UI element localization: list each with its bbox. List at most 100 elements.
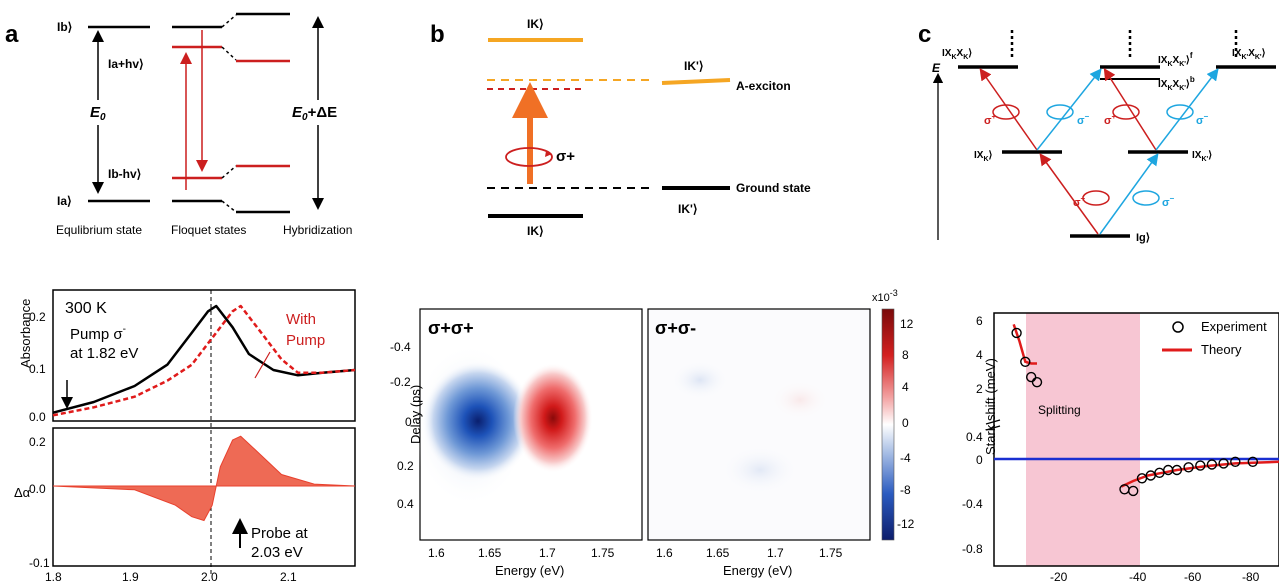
experiment-point [1230, 456, 1241, 467]
experiment-point [1206, 459, 1218, 470]
experiment-point [1195, 460, 1206, 471]
panel-c-label: c [918, 21, 931, 48]
absorbance-ylabel: Absorbance [18, 299, 33, 368]
panel-b: b IK⟩ IK'⟩ A-exciton Ground state IK'⟩ I… [430, 17, 811, 238]
theory-curve-segment-2 [1120, 460, 1279, 488]
label-xkxk: IXKXK⟩ [942, 48, 972, 61]
cbar-tick-12: 12 [900, 317, 914, 331]
stark-ytick-neg0.8: -0.8 [962, 542, 983, 556]
delta-xtick-1.8: 1.8 [45, 570, 62, 581]
legend-experiment-label: Experiment [1201, 319, 1267, 334]
faint-red-region [770, 380, 830, 420]
kp-bottom-label: IK'⟩ [678, 202, 698, 216]
stark-marks [1011, 323, 1279, 497]
map-left-xtick-4: 1.75 [591, 546, 615, 560]
k-bottom-label: IK⟩ [527, 224, 544, 238]
label-ia: Ia⟩ [57, 194, 72, 208]
probe-label-2: 2.03 eV [251, 544, 303, 561]
experiment-point [1127, 485, 1139, 497]
cbar-tick-0: 0 [902, 416, 909, 430]
red-blob [513, 363, 593, 473]
sigma-arrowhead [545, 151, 552, 157]
transition-xk-xkxk [979, 68, 1038, 151]
abs-ytick-0.1: 0.1 [29, 362, 46, 376]
label-xk: IXK⟩ [974, 150, 993, 163]
stark-frame [993, 312, 1279, 567]
cbar-tick-4: 4 [902, 380, 909, 394]
map-ytick-1: -0.4 [390, 340, 411, 354]
splitting-label: Splitting [1038, 403, 1081, 417]
sigma-plus-circle [505, 147, 553, 167]
transition-xkp-xkpxkp [1155, 68, 1219, 151]
pump-label-1: Pump σ- [70, 324, 126, 343]
map-left-xtick-3: 1.7 [539, 546, 556, 560]
delta-ytick-0.2: 0.2 [29, 435, 46, 449]
delta-xtick-1.9: 1.9 [122, 570, 139, 581]
probe-label-1: Probe at [251, 525, 309, 542]
panel-b-label: b [430, 21, 445, 48]
label-ia-hv: Ia+hv⟩ [108, 57, 144, 71]
connector [221, 14, 237, 28]
stark-xtick-80: -80 [1242, 570, 1260, 581]
sigma-minus-2: σ− [1196, 112, 1209, 127]
pump-label-2: at 1.82 eV [70, 345, 138, 362]
abs-ytick-0.0: 0.0 [29, 410, 46, 424]
temp-label: 300 K [65, 300, 107, 317]
sigma-plus-2: σ+ [1104, 112, 1117, 127]
experiment-point [1031, 377, 1043, 388]
label-ib-hv: Ib-hv⟩ [108, 167, 141, 181]
kp-top-level [661, 78, 731, 85]
caption-hybridization: Hybridization [283, 223, 352, 237]
map-right-xtick-1: 1.6 [656, 546, 673, 560]
delta-alpha-area [52, 435, 356, 522]
cbar-tick-neg8: -8 [900, 483, 911, 497]
polarization-symbols [992, 104, 1194, 206]
k-top-label: IK⟩ [527, 17, 544, 31]
maps-ylabel: Delay (ps) [408, 385, 423, 444]
stark-ytick-0: 0 [976, 453, 983, 467]
colorbar [881, 308, 895, 541]
stark-xtick-20: -20 [1050, 570, 1068, 581]
panel-absorbance: 300 K Pump σ- at 1.82 eV With Pump Absor… [18, 289, 356, 575]
cbar-tick-neg12: -12 [897, 517, 915, 531]
delta-ytick-0.0: 0.0 [29, 482, 46, 496]
label-xkpxkp: IXK'XK'⟩ [1232, 48, 1266, 61]
map-right-xlabel: Energy (eV) [723, 563, 792, 578]
map-left-xtick-2: 1.65 [478, 546, 502, 560]
stark-ytick-0.4: 0.4 [966, 430, 983, 444]
axis-break [985, 419, 1001, 431]
faint-blue-region [720, 445, 800, 495]
experiment-point [1183, 462, 1194, 473]
map-right-frame [647, 308, 871, 541]
delta-xtick-2.1: 2.1 [280, 570, 297, 581]
cbar-tick-neg4: -4 [900, 451, 911, 465]
map-ytick-5: 0.4 [397, 497, 414, 511]
label-state-b: IXKXK'⟩b [1158, 75, 1195, 92]
connector [221, 200, 237, 213]
kp-top-label: IK'⟩ [684, 59, 704, 73]
map-left-xtick-1: 1.6 [428, 546, 445, 560]
experiment-point [1020, 356, 1031, 367]
panel-stark: Splitting Stark shift (meV) 6 4 2 0.4 0 … [962, 312, 1279, 581]
panel-c: c E IXKXK⟩ IXKXK'⟩f IXKXK'⟩b IXK'XK'⟩ IX… [918, 21, 1276, 244]
stark-ytick-neg0.4: -0.4 [962, 497, 983, 511]
stark-xtick-60: -60 [1184, 570, 1202, 581]
connector [221, 46, 237, 61]
map-ytick-4: 0.2 [397, 459, 414, 473]
colorbar-exponent: x10-3 [872, 288, 898, 304]
abs-ytick-0.2: 0.2 [29, 310, 46, 324]
sigma-plus-3: σ+ [1073, 194, 1086, 209]
delta-alpha-fill [52, 435, 356, 522]
sigma-minus-1: σ− [1077, 112, 1090, 127]
delta-frame [52, 427, 356, 567]
label-state-f: IXKXK'⟩f [1158, 51, 1193, 68]
e0de-label: E0+ΔE [292, 104, 337, 123]
transition-xkp-xkxkp [1103, 67, 1157, 151]
transition-g-xkp [1099, 153, 1159, 235]
a-exciton-label: A-exciton [736, 79, 791, 93]
absorbance-curves [52, 304, 356, 417]
transition-g-xk [1039, 153, 1099, 235]
map-right-xtick-4: 1.75 [819, 546, 843, 560]
absorbance-frame [52, 289, 356, 422]
